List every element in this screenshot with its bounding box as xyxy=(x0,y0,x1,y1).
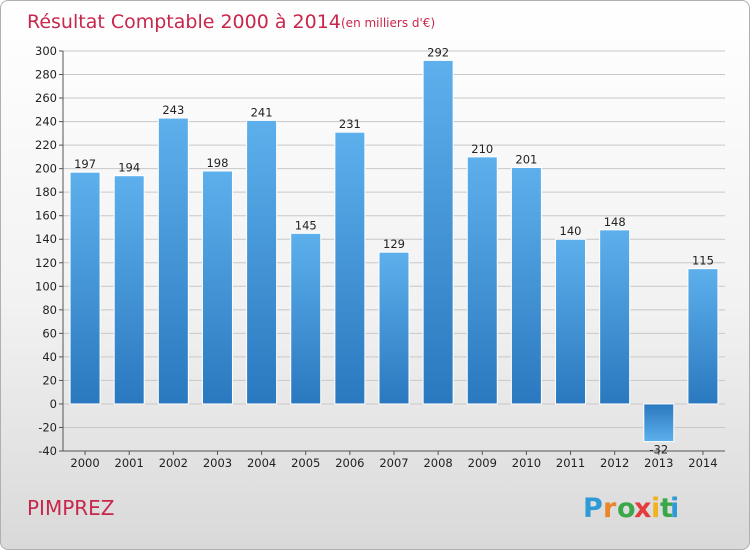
x-tick-label-2008: 2008 xyxy=(423,456,452,470)
y-tick-label: 240 xyxy=(35,115,57,129)
data-label-2007: 129 xyxy=(383,237,405,251)
y-tick-label: 140 xyxy=(35,232,57,246)
bar-2006 xyxy=(334,131,366,405)
bar-2012 xyxy=(599,229,631,405)
y-tick-label: 300 xyxy=(35,44,57,58)
data-label-2005: 145 xyxy=(295,218,317,232)
y-tick-label: 0 xyxy=(50,397,57,411)
y-tick-label: 280 xyxy=(35,68,57,82)
bar-2011 xyxy=(555,238,587,405)
bars xyxy=(69,59,719,443)
bar-2014 xyxy=(687,268,719,405)
data-label-2010: 201 xyxy=(515,152,537,166)
logo-letter: r xyxy=(603,493,617,524)
bar-2013 xyxy=(643,403,675,443)
y-tick-label: 200 xyxy=(35,162,57,176)
data-label-2002: 243 xyxy=(162,103,184,117)
bar-2003 xyxy=(201,170,233,405)
data-label-2009: 210 xyxy=(471,142,493,156)
x-tick-label-2007: 2007 xyxy=(379,456,408,470)
y-tick-label: 180 xyxy=(35,185,57,199)
axes: -40 -20 0 20 40 60 80 100 120 140 160 180 200 220 240 2… xyxy=(35,44,725,470)
bar-2007 xyxy=(378,251,410,405)
x-tick-label-2003: 2003 xyxy=(203,456,232,470)
y-tick-label: 80 xyxy=(42,303,57,317)
bar-2001 xyxy=(113,175,145,405)
data-label-2000: 197 xyxy=(74,157,96,171)
logo-letter: o xyxy=(617,493,636,524)
commune-name: PIMPREZ xyxy=(27,496,115,520)
bar-2005 xyxy=(290,232,322,405)
bar-2000 xyxy=(69,171,101,405)
y-tick-label: 20 xyxy=(42,373,57,387)
y-tick-label: 160 xyxy=(35,209,57,223)
bar-2002 xyxy=(157,117,189,405)
y-tick-label: -40 xyxy=(38,444,57,458)
bar-2010 xyxy=(510,166,542,405)
bar-2004 xyxy=(246,119,278,405)
y-tick-label: 60 xyxy=(42,326,57,340)
y-tick-label: 120 xyxy=(35,256,57,270)
x-tick-label-2002: 2002 xyxy=(159,456,188,470)
x-tick-label-2006: 2006 xyxy=(335,456,364,470)
logo-letter: t xyxy=(660,493,673,524)
x-tick-label-2005: 2005 xyxy=(291,456,320,470)
chart-title: Résultat Comptable 2000 à 2014 xyxy=(27,11,341,33)
logo-letter: i xyxy=(670,493,679,524)
data-label-2001: 194 xyxy=(118,161,140,175)
bar-2008 xyxy=(422,59,454,405)
logo-letter: x xyxy=(634,493,651,524)
data-label-2006: 231 xyxy=(339,117,361,131)
x-tick-label-2014: 2014 xyxy=(688,456,717,470)
x-tick-label-2001: 2001 xyxy=(115,456,144,470)
x-tick-label-2000: 2000 xyxy=(70,456,99,470)
data-label-2008: 292 xyxy=(427,45,449,59)
data-label-2004: 241 xyxy=(251,105,273,119)
y-tick-label: 260 xyxy=(35,91,57,105)
x-tick-label-2010: 2010 xyxy=(512,456,541,470)
y-tick-label: -20 xyxy=(38,420,57,434)
x-tick-label-2013: 2013 xyxy=(644,456,673,470)
x-tick-label-2004: 2004 xyxy=(247,456,276,470)
x-tick-label-2009: 2009 xyxy=(468,456,497,470)
logo-letter: P xyxy=(583,493,603,524)
data-label-2011: 140 xyxy=(560,224,582,238)
y-tick-label: 100 xyxy=(35,279,57,293)
y-tick-label: 220 xyxy=(35,138,57,152)
data-label-2013: -32 xyxy=(649,443,668,457)
data-label-2014: 115 xyxy=(692,254,714,268)
logo-letter: i xyxy=(651,493,660,524)
data-labels: 197 194 243 198 241 145 231 129 292 210 201 140 148 -… xyxy=(74,45,714,456)
x-tick-label-2011: 2011 xyxy=(556,456,585,470)
data-label-2012: 148 xyxy=(604,215,626,229)
x-tick-label-2012: 2012 xyxy=(600,456,629,470)
bar-2009 xyxy=(466,156,498,405)
y-tick-label: 40 xyxy=(42,350,57,364)
chart-subtitle: (en milliers d'€) xyxy=(341,16,435,30)
data-label-2003: 198 xyxy=(206,156,228,170)
